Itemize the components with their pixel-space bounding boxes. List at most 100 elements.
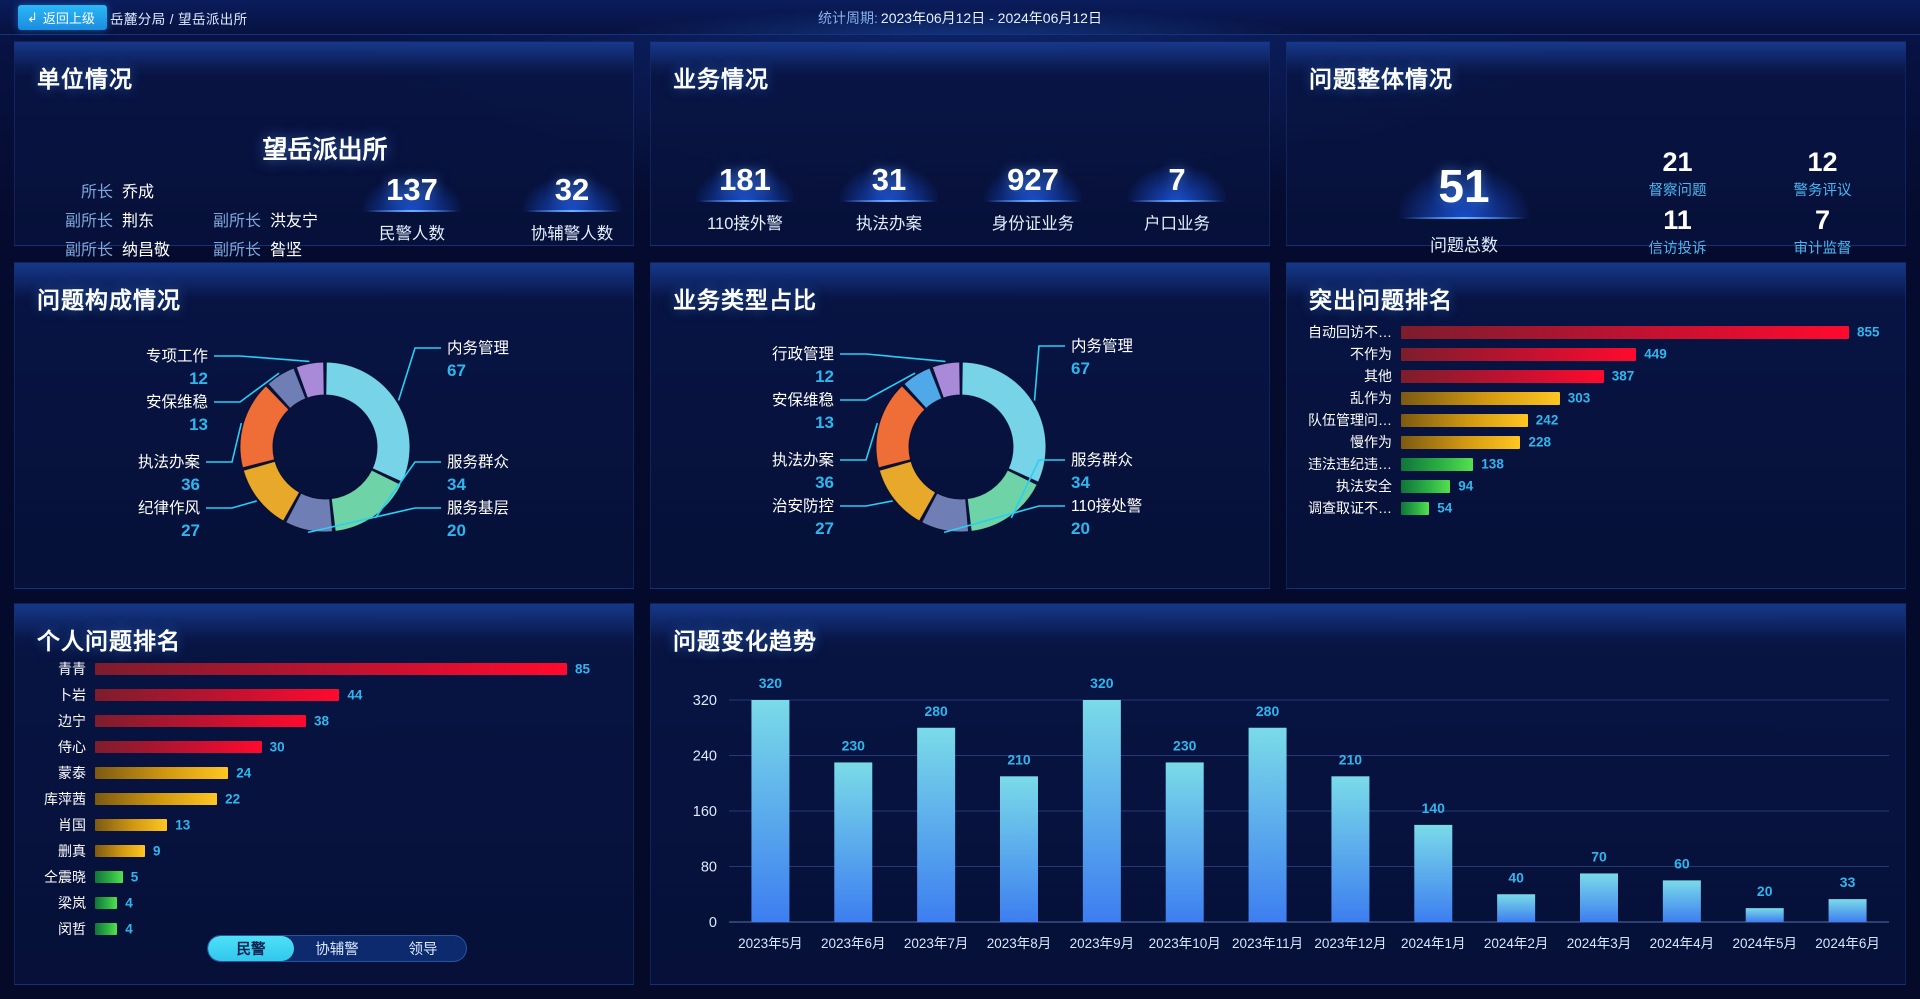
svg-text:20: 20 — [447, 521, 466, 540]
bar-row[interactable]: 乱作为 303 — [1305, 387, 1889, 409]
bar-row[interactable]: 自动回访不… 855 — [1305, 321, 1889, 343]
bar-row[interactable]: 闵哲 4 — [33, 916, 617, 942]
tab-active[interactable]: 民警 — [208, 936, 294, 961]
bar-label: 卜岩 — [58, 687, 86, 703]
bar-row[interactable]: 梁岚 4 — [33, 890, 617, 916]
bar-fill — [95, 741, 262, 753]
bar-value: 4 — [125, 921, 133, 937]
bar-track: 4 — [95, 916, 617, 942]
bar-value: 13 — [175, 817, 191, 833]
bar-label: 青青 — [58, 661, 86, 677]
bar-row[interactable]: 删真 9 — [33, 838, 617, 864]
unit-name: 望岳派出所 — [262, 136, 388, 164]
bar-track: 228 — [1401, 431, 1889, 453]
bar-row[interactable]: 仝震晓 5 — [33, 864, 617, 890]
back-button[interactable]: ↲ 返回上级 — [18, 5, 107, 30]
bar-fill — [95, 663, 567, 675]
bar-value: 44 — [347, 687, 363, 703]
donut-chart-problem-composition[interactable]: 内务管理 67 服务群众 34 服务基层 20 专项工作 12 安保维稳 13 执法办案 36 纪律作风… — [15, 315, 635, 587]
svg-text:执法办案: 执法办案 — [138, 453, 201, 471]
tab-inactive[interactable]: 领导 — [408, 942, 438, 958]
bar-row[interactable]: 其他 387 — [1305, 365, 1889, 387]
bar-value: 855 — [1857, 324, 1880, 340]
kpi-label: 户口业务 — [1144, 214, 1210, 233]
leader-role: 副所长 — [64, 242, 113, 259]
kpi-value: 927 — [984, 160, 1082, 202]
bar-row[interactable]: 调查取证不… 54 — [1305, 497, 1889, 519]
svg-text:230: 230 — [842, 737, 866, 753]
problem-composition-panel: 问题构成情况 内务管理 67 服务群众 34 服务基层 20 专项工作 12 安保维稳 13 执法办… — [14, 262, 634, 589]
bar-row[interactable]: 肖国 13 — [33, 812, 617, 838]
bar-row[interactable]: 违法违纪违… 138 — [1305, 453, 1889, 475]
bar-row[interactable]: 卜岩 44 — [33, 682, 617, 708]
bar-track: 138 — [1401, 453, 1889, 475]
bar-label: 调查取证不… — [1308, 500, 1392, 516]
bar-track: 94 — [1401, 475, 1889, 497]
svg-text:治安防控: 治安防控 — [772, 497, 834, 515]
svg-text:210: 210 — [1007, 751, 1031, 767]
svg-text:34: 34 — [447, 475, 466, 494]
svg-text:40: 40 — [1508, 869, 1524, 885]
bar-row[interactable]: 青青 85 — [33, 656, 617, 682]
personal-problem-ranking-panel: 个人问题排名 青青 85 卜岩 44 边宁 38 侍心 30 蒙泰 24 库萍茜 22 肖国 13 删真 9 仝… — [14, 603, 634, 985]
leader-entry: 副所长 纳昌敬 — [51, 236, 199, 260]
bar-fill — [1401, 369, 1604, 383]
bar-fill — [95, 819, 168, 831]
leader-role: 副所长 — [212, 213, 261, 230]
svg-text:2023年5月: 2023年5月 — [738, 936, 803, 951]
leader-row: 副所长 荆东 副所长 洪友宁 — [51, 207, 351, 236]
svg-text:2023年8月: 2023年8月 — [987, 936, 1052, 951]
donut-chart-business-type[interactable]: 内务管理 67 服务群众 34 110接处警 20 行政管理 12 安保维稳 13 执法办案 36 治安… — [651, 315, 1271, 587]
panel-title-unit: 单位情况 — [37, 66, 133, 92]
leader-name: 洪友宁 — [270, 213, 319, 230]
unit-info-panel: 单位情况 望岳派出所 所长 乔成 副所长 荆东 副所长 洪友宁 — [14, 41, 634, 259]
bar-fill — [1401, 457, 1474, 471]
panel-title-personal-ranking: 个人问题排名 — [37, 628, 181, 654]
svg-text:36: 36 — [815, 473, 834, 492]
kpi-label: 问题总数 — [1430, 235, 1498, 255]
tab-inactive[interactable]: 协辅警 — [315, 942, 359, 958]
bar-row[interactable]: 库萍茜 22 — [33, 786, 617, 812]
svg-text:240: 240 — [693, 749, 717, 765]
problem-overview-panel: 问题整体情况 51 问题总数 21 督察问题 12 警务评议 11 信访投诉 7… — [1286, 41, 1906, 257]
kpi-police-review: 12 警务评议 — [1750, 148, 1895, 200]
bar-fill — [1401, 347, 1637, 361]
bar-label: 队伍管理问… — [1308, 412, 1392, 428]
bar-label: 其他 — [1364, 368, 1392, 384]
bar-label: 自动回访不… — [1308, 324, 1392, 340]
bar-row[interactable]: 边宁 38 — [33, 708, 617, 734]
bar-row[interactable]: 队伍管理问… 242 — [1305, 409, 1889, 431]
bar-label: 梁岚 — [58, 895, 86, 911]
bar-track: 855 — [1401, 321, 1889, 343]
bar-fill — [95, 689, 340, 701]
svg-text:27: 27 — [815, 519, 834, 538]
svg-text:2023年12月: 2023年12月 — [1314, 936, 1386, 951]
bar-value: 30 — [269, 739, 285, 755]
svg-text:12: 12 — [815, 367, 834, 386]
bar-row[interactable]: 不作为 449 — [1305, 343, 1889, 365]
svg-text:2023年11月: 2023年11月 — [1232, 936, 1303, 951]
svg-text:13: 13 — [189, 415, 208, 434]
bar-row[interactable]: 执法安全 94 — [1305, 475, 1889, 497]
kpi-label: 身份证业务 — [991, 214, 1075, 233]
leader-role: 副所长 — [64, 213, 113, 230]
svg-text:110接处警: 110接处警 — [1071, 497, 1142, 515]
bar-chart-problem-trend[interactable]: 0 80 160 240 320 320 2023年5月 230 2023年6月 280 2023年… — [651, 660, 1907, 980]
bar-value: 449 — [1644, 346, 1667, 362]
bar-label: 删真 — [58, 843, 86, 859]
svg-text:2023年6月: 2023年6月 — [821, 936, 886, 951]
bar-row[interactable]: 蒙泰 24 — [33, 760, 617, 786]
bar-chart-prominent-ranking[interactable]: 自动回访不… 855 不作为 449 其他 387 乱作为 303 队伍管理问… 242 慢作为 22… — [1305, 321, 1889, 519]
bar-track: 449 — [1401, 343, 1889, 365]
leader-entry: 副所长 昝坚 — [199, 236, 347, 260]
svg-text:140: 140 — [1422, 800, 1446, 816]
personnel-type-tabs[interactable]: 民警 协辅警 领导 — [207, 935, 467, 962]
bar-row[interactable]: 慢作为 228 — [1305, 431, 1889, 453]
back-button-label: 返回上级 — [42, 11, 95, 26]
kpi-police-count: 137 民警人数 — [363, 170, 461, 244]
breadcrumb[interactable]: 岳麓分局 / 望岳派出所 — [110, 11, 248, 27]
bar-chart-personal-ranking[interactable]: 青青 85 卜岩 44 边宁 38 侍心 30 蒙泰 24 库萍茜 22 肖国 13 删真 9 仝震晓 5 梁岚 4 闵… — [33, 656, 617, 942]
leader-row: 所长 乔成 — [51, 178, 351, 207]
svg-text:安保维稳: 安保维稳 — [146, 393, 208, 411]
bar-row[interactable]: 侍心 30 — [33, 734, 617, 760]
